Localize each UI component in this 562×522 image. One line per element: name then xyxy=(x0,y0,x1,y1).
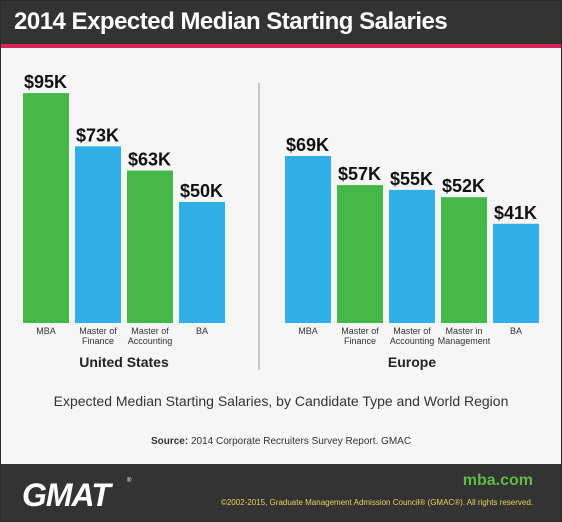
footer-bar: GMAT ® mba.com ©2002-2015, Graduate Mana… xyxy=(1,464,561,521)
region-label: United States xyxy=(79,354,169,370)
value-label: $69K xyxy=(286,135,329,155)
value-label: $57K xyxy=(338,164,381,184)
page-title: 2014 Expected Median Starting Salaries xyxy=(14,8,448,35)
category-label: Master of xyxy=(393,326,431,336)
region-label: Europe xyxy=(388,354,436,370)
category-label: Finance xyxy=(82,336,114,346)
value-label: $41K xyxy=(494,203,537,223)
value-label: $95K xyxy=(24,72,67,92)
value-label: $63K xyxy=(128,150,171,170)
value-label: $50K xyxy=(180,181,223,201)
copyright-notice: ©2002-2015, Graduate Management Admissio… xyxy=(220,498,533,507)
value-label: $73K xyxy=(76,125,119,145)
bar xyxy=(441,197,487,323)
category-label: Management xyxy=(438,336,491,346)
category-label: Accounting xyxy=(128,336,173,346)
category-label: Accounting xyxy=(390,336,435,346)
category-label: Master of xyxy=(341,326,379,336)
value-label: $52K xyxy=(442,176,485,196)
gmat-logo: GMAT xyxy=(22,477,111,513)
bar xyxy=(337,185,383,323)
bar xyxy=(23,93,69,323)
value-label: $55K xyxy=(390,169,433,189)
category-label: BA xyxy=(196,326,208,336)
title-bar: 2014 Expected Median Starting Salaries xyxy=(1,1,561,48)
category-label: BA xyxy=(510,326,522,336)
site-link[interactable]: mba.com xyxy=(462,472,533,489)
bar xyxy=(127,170,173,323)
bar xyxy=(285,156,331,323)
category-label: Master in xyxy=(445,326,482,336)
bar xyxy=(75,146,121,323)
bar xyxy=(179,202,225,323)
source-note: Source: 2014 Corporate Recruiters Survey… xyxy=(1,436,561,447)
category-label: Finance xyxy=(344,336,376,346)
category-label: Master of xyxy=(131,326,169,336)
category-label: MBA xyxy=(298,326,318,336)
chart-caption: Expected Median Starting Salaries, by Ca… xyxy=(53,393,509,409)
bar xyxy=(493,223,539,323)
source-label: Source: xyxy=(150,436,189,447)
source-text: 2014 Corporate Recruiters Survey Report.… xyxy=(190,436,412,447)
category-label: Master of xyxy=(79,326,117,336)
category-label: MBA xyxy=(36,326,56,336)
logo-registered-mark: ® xyxy=(127,478,132,484)
bar xyxy=(389,189,435,323)
